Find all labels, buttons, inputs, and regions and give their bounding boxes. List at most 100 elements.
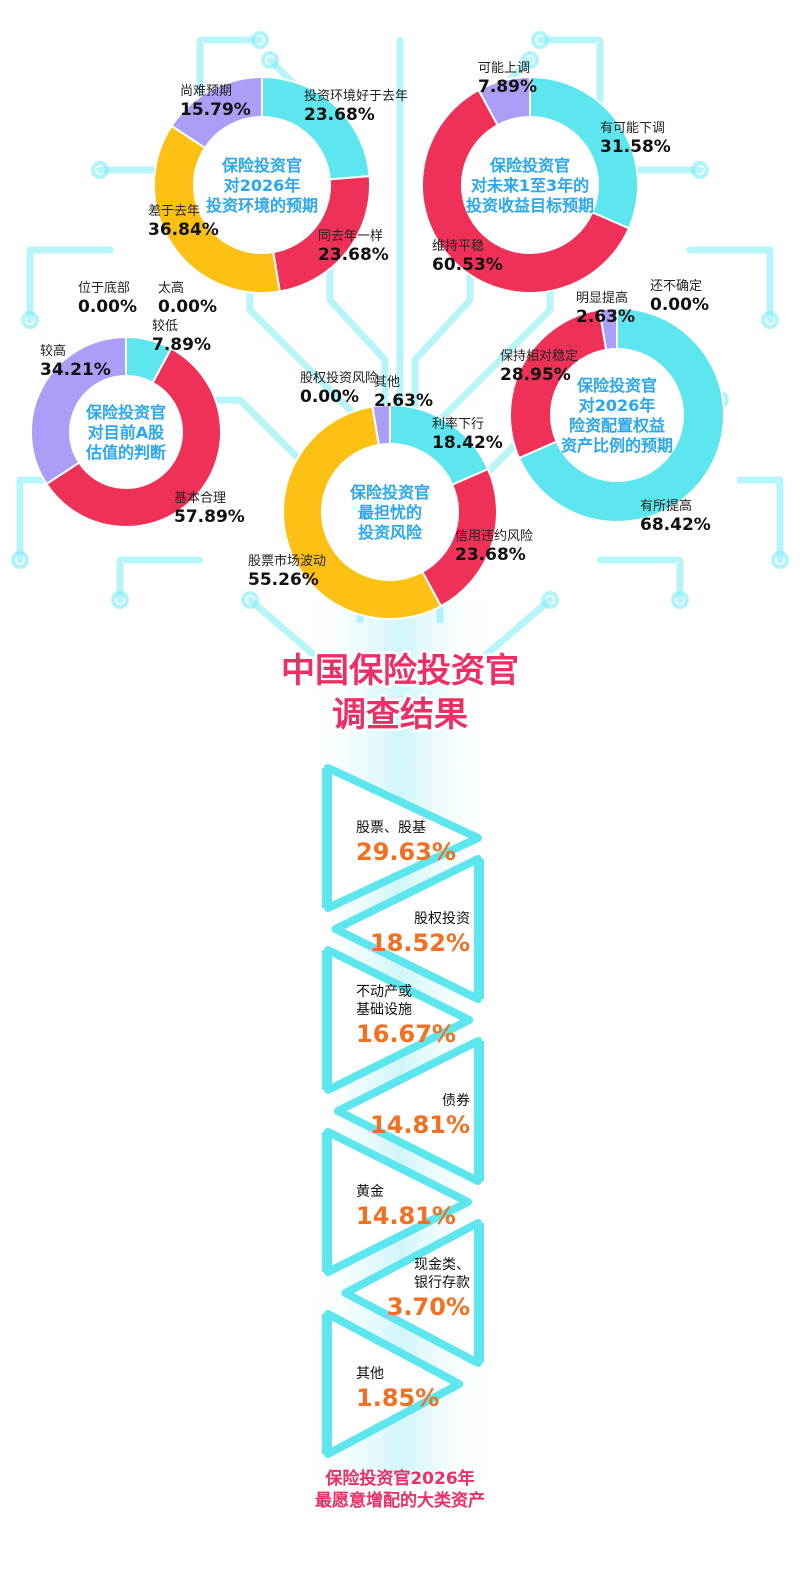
- slice-label: 太高: [158, 280, 184, 296]
- donut-center-text: 投资环境的预期: [206, 196, 318, 215]
- donut-center-text: 保险投资官: [349, 483, 430, 502]
- bar-value: 3.70%: [387, 1293, 470, 1321]
- asset-bar-1: 股票、股基 29.63%: [322, 764, 482, 912]
- asset-bar-5: 黄金 14.81%: [322, 1128, 472, 1276]
- slice-label: 投资环境好于去年: [304, 88, 408, 104]
- slice-label: 股权投资风险: [300, 370, 378, 386]
- footer-block: 保险投资官2026年 最愿意增配的大类资产: [315, 1468, 485, 1511]
- bar-category: 现金类、: [414, 1257, 470, 1273]
- donut-center-text: 保险投资官: [489, 156, 570, 175]
- slice-label: 同去年一样: [318, 229, 383, 244]
- slice-label: 股票市场波动: [248, 553, 326, 569]
- donut-charts: 保险投资官对2026年投资环境的预期投资环境好于去年23.68%同去年一样23.…: [30, 61, 725, 620]
- donut-center-text: 最担忧的: [358, 503, 422, 522]
- donut-center-text: 保险投资官: [576, 376, 657, 395]
- circuit-nodes: [11, 31, 789, 609]
- bar-category: 黄金: [356, 1183, 384, 1200]
- donut-hole: [462, 117, 598, 253]
- slice-label: 明显提高: [576, 290, 628, 306]
- bar-shape: [334, 1037, 482, 1185]
- slice-label: 有所提高: [640, 498, 692, 514]
- bar-category: 股票、股基: [356, 819, 426, 836]
- slice-label: 信用违约风险: [455, 529, 533, 544]
- title-line2: 调查结果: [332, 695, 468, 735]
- donut-slice: [517, 306, 725, 523]
- slice-label: 维持平稳: [432, 238, 484, 254]
- slice-value: 0.00%: [158, 297, 217, 317]
- bar-shape: [324, 1128, 472, 1276]
- slice-value: 2.63%: [374, 391, 433, 411]
- donut-hole: [70, 376, 182, 488]
- slice-value: 57.89%: [174, 507, 245, 527]
- slice-label: 较低: [152, 319, 178, 334]
- bar-category: 不动产或: [356, 984, 412, 1000]
- slice-label: 较高: [40, 343, 66, 359]
- slice-label: 基本合理: [174, 491, 226, 506]
- title-line1: 中国保险投资官: [281, 651, 519, 691]
- donut-hole: [322, 444, 458, 580]
- slice-value: 55.26%: [248, 570, 319, 590]
- slice-label: 位于底部: [78, 280, 130, 296]
- bar-category: 债券: [442, 1093, 470, 1109]
- bar-category: 银行存款: [414, 1275, 470, 1291]
- bar-shape: [324, 946, 474, 1094]
- bar-category: 其他: [356, 1366, 384, 1382]
- bar-shape: [324, 764, 482, 912]
- donut-center-text: 投资收益目标预期: [466, 196, 594, 215]
- slice-label: 保持相对稳定: [500, 348, 578, 364]
- slice-value: 15.79%: [180, 100, 251, 120]
- slice-value: 23.68%: [304, 105, 375, 125]
- slice-value: 2.63%: [576, 307, 635, 327]
- slice-value: 0.00%: [78, 297, 137, 317]
- donut-center-text: 对未来1至3年的: [471, 176, 589, 195]
- slice-value: 60.53%: [432, 255, 503, 275]
- slice-label: 还不确定: [650, 279, 702, 294]
- bar-value: 14.81%: [370, 1111, 470, 1139]
- bar-shape: [341, 1219, 482, 1367]
- asset-bar-6: 现金类、银行存款 3.70%: [341, 1219, 484, 1367]
- slice-label: 利率下行: [432, 416, 484, 432]
- donut-chart-1: 保险投资官对2026年投资环境的预期投资环境好于去年23.68%同去年一样23.…: [148, 75, 408, 294]
- donut-hole: [194, 117, 330, 253]
- slice-label: 尚难预期: [180, 84, 232, 99]
- slice-value: 36.84%: [148, 220, 219, 240]
- bar-category: 股权投资: [414, 911, 470, 927]
- donut-center-text: 对2026年: [224, 176, 301, 195]
- slice-value: 28.95%: [500, 365, 571, 385]
- slice-value: 31.58%: [600, 137, 671, 157]
- bar-value: 16.67%: [356, 1020, 456, 1048]
- slice-value: 23.68%: [455, 545, 526, 565]
- donut-center-text: 投资风险: [358, 523, 423, 542]
- slice-value: 23.68%: [318, 245, 389, 265]
- slice-value: 18.42%: [432, 433, 503, 453]
- footer-line1: 保险投资官2026年: [324, 1468, 474, 1489]
- bar-value: 14.81%: [356, 1202, 456, 1230]
- slice-label: 有可能下调: [600, 121, 665, 136]
- slice-value: 7.89%: [152, 335, 211, 355]
- slice-label: 其他: [374, 375, 400, 390]
- slice-value: 7.89%: [478, 77, 537, 97]
- slice-value: 68.42%: [640, 515, 711, 535]
- donut-center-text: 险资配置权益: [569, 416, 665, 435]
- donut-center-text: 保险投资官: [85, 403, 166, 422]
- donut-center-text: 资产比例的预期: [561, 436, 673, 455]
- donut-center-text: 对2026年: [579, 396, 656, 415]
- bar-value: 29.63%: [356, 838, 456, 866]
- donut-center-text: 对目前A股: [88, 423, 165, 442]
- asset-bar-7: 其他 1.85%: [322, 1310, 464, 1458]
- bar-shape: [324, 1310, 464, 1458]
- bar-category: 基础设施: [356, 1001, 412, 1018]
- donut-hole: [551, 349, 683, 481]
- donut-center-text: 保险投资官: [221, 156, 302, 175]
- donut-chart-3: 保险投资官对目前A股估值的判断太高0.00%较低7.89%基本合理57.89%较…: [30, 280, 245, 528]
- slice-value: 0.00%: [650, 295, 709, 315]
- footer-line2: 最愿意增配的大类资产: [315, 1490, 485, 1511]
- bar-shape: [331, 855, 482, 1003]
- asset-bar-4: 债券 14.81%: [334, 1037, 484, 1185]
- donut-slice: [477, 75, 531, 127]
